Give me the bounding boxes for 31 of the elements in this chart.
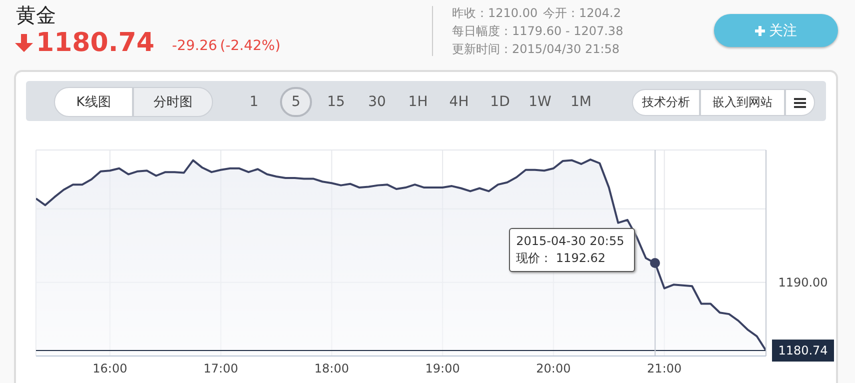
chart-title: 黄金: [16, 2, 56, 29]
annotation: 2015-04-30 20:55: [516, 233, 626, 250]
x-tick-label: 16:00: [92, 362, 128, 376]
text: 1M: [565, 87, 597, 117]
x-tick-label: 17:00: [204, 362, 238, 376]
x-tick-label: 21:00: [647, 362, 682, 376]
y-tick-label: 1190.00: [778, 275, 828, 290]
text: 技术分析: [632, 89, 700, 116]
text: 嵌入到网站: [700, 89, 785, 116]
text: 关注: [769, 22, 797, 40]
text: 每日幅度：1179.60 - 1207.38: [452, 23, 624, 40]
x-tick-label: 18:00: [314, 362, 349, 376]
x-tick-label: 19:00: [425, 362, 460, 376]
text: 1: [238, 87, 270, 117]
text: -29.26: [172, 38, 218, 54]
text: 1180.74: [36, 28, 154, 58]
text: K线图: [54, 87, 133, 117]
text: 更新时间：2015/04/30 21:58: [452, 41, 620, 58]
text: (-2.42%): [220, 38, 280, 54]
text: 4H: [443, 87, 475, 117]
text: 今开：1204.2: [543, 5, 621, 22]
text: 15: [320, 87, 352, 117]
text: 昨收：1210.00: [452, 5, 538, 22]
text: 分时图: [133, 87, 213, 117]
x-tick-label: 20:00: [536, 362, 571, 376]
text: 1D: [484, 87, 516, 117]
text: 1H: [402, 87, 434, 117]
annotation: 现价： 1192.62: [516, 250, 607, 268]
text: 1W: [524, 87, 556, 117]
text: 5: [280, 87, 312, 117]
text: 30: [361, 87, 393, 117]
